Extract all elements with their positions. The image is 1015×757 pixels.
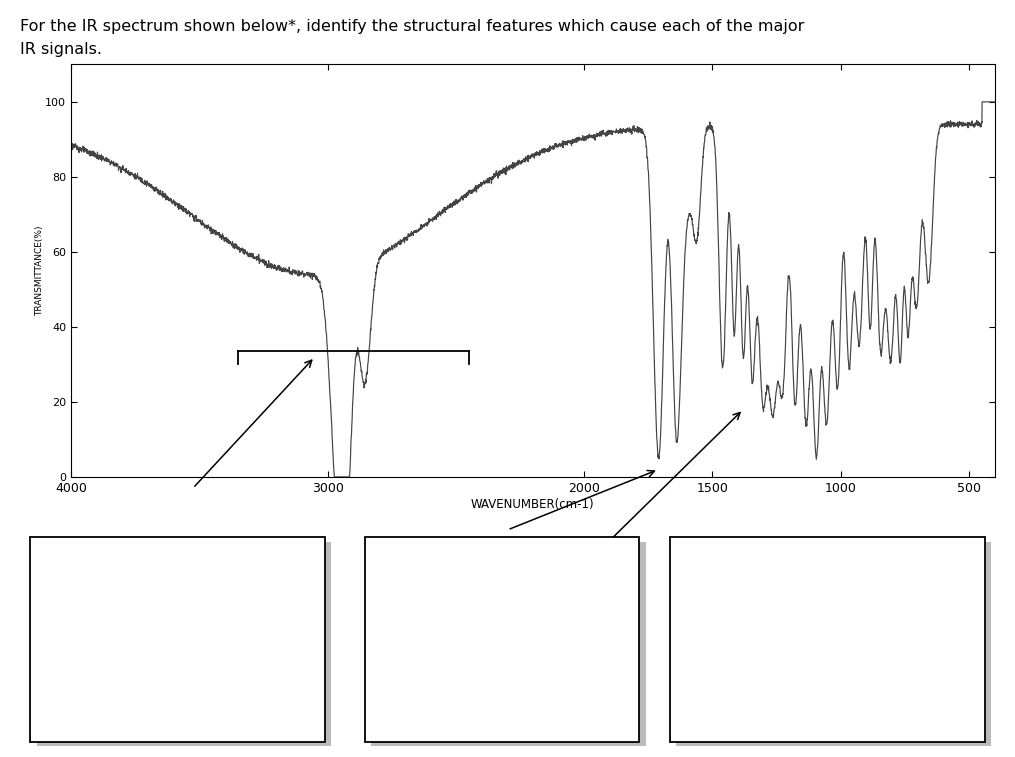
Text: For the IR spectrum shown below*, identify the structural features which cause e: For the IR spectrum shown below*, identi…: [20, 19, 805, 34]
Y-axis label: TRANSMITTANCE(%): TRANSMITTANCE(%): [35, 226, 44, 316]
Text: IR signals.: IR signals.: [20, 42, 103, 57]
X-axis label: WAVENUMBER(cm-1): WAVENUMBER(cm-1): [471, 497, 595, 510]
